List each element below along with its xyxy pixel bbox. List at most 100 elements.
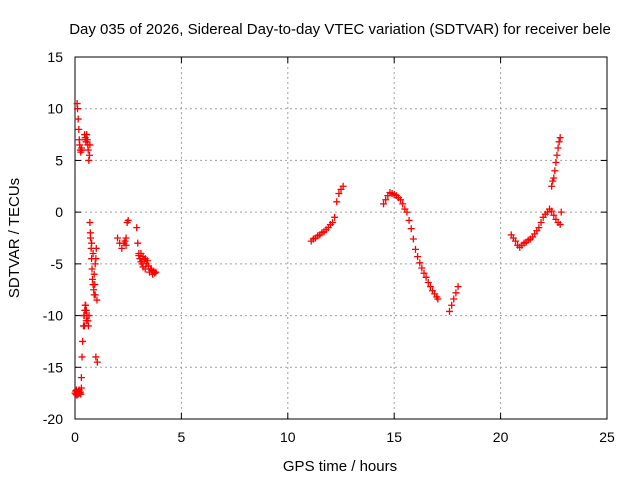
data-point [416, 259, 424, 267]
data-point [553, 151, 561, 159]
data-point [84, 146, 92, 154]
y-tick-label: 15 [47, 49, 63, 65]
y-tick-label: -15 [43, 359, 63, 375]
data-point [93, 358, 101, 366]
data-point [82, 317, 90, 325]
data-point [92, 244, 100, 252]
data-point [399, 200, 407, 208]
x-tick-label: 0 [71, 429, 79, 445]
data-point [418, 264, 426, 272]
data-point [335, 190, 343, 198]
data-point [414, 253, 422, 261]
data-point [331, 213, 339, 221]
data-point [339, 182, 347, 190]
data-point [550, 211, 558, 219]
data-points [71, 100, 565, 399]
data-point [88, 239, 96, 247]
y-axis-label: SDTVAR / TECUs [6, 178, 23, 298]
data-point [86, 229, 94, 237]
x-tick-label: 20 [493, 429, 509, 445]
data-point [422, 273, 430, 281]
data-point [74, 105, 82, 113]
data-point [450, 295, 458, 303]
data-point [426, 283, 434, 291]
data-point [411, 245, 419, 253]
data-point [141, 255, 149, 263]
data-point [80, 312, 88, 320]
data-point [79, 337, 87, 345]
data-point [554, 144, 562, 152]
data-point [122, 234, 130, 242]
data-point [409, 235, 417, 243]
data-point [74, 115, 82, 123]
data-point [550, 174, 558, 182]
data-point [78, 353, 86, 361]
data-point [77, 374, 85, 382]
data-point [137, 258, 145, 266]
data-point [424, 278, 432, 286]
data-point [92, 353, 100, 361]
data-point [139, 263, 147, 271]
data-point [75, 125, 83, 133]
data-point [93, 296, 101, 304]
y-tick-label: 5 [55, 152, 63, 168]
y-tick-label: -5 [51, 256, 64, 272]
x-tick-label: 25 [599, 429, 615, 445]
data-point [556, 134, 564, 142]
plot-frame [74, 56, 608, 420]
data-point [448, 301, 456, 309]
x-tick-label: 15 [386, 429, 402, 445]
data-point [118, 244, 126, 252]
data-point [124, 216, 132, 224]
data-point [77, 390, 85, 398]
data-point [548, 207, 556, 215]
y-tick-label: 0 [55, 204, 63, 220]
data-point [420, 269, 428, 277]
data-point [86, 218, 94, 226]
y-tick-label: -10 [43, 308, 63, 324]
data-point [549, 177, 557, 185]
data-point [405, 216, 413, 224]
data-point [122, 241, 130, 249]
data-point [328, 218, 336, 226]
data-point [434, 295, 442, 303]
chart-title: Day 035 of 2026, Sidereal Day-to-day VTE… [69, 21, 611, 38]
x-tick-label: 5 [178, 429, 186, 445]
data-point [454, 283, 462, 291]
grid-lines [75, 57, 607, 419]
data-point [382, 196, 390, 204]
data-point [535, 224, 543, 232]
data-point [114, 234, 122, 242]
data-point [557, 208, 565, 216]
data-point [91, 281, 99, 289]
y-tick-label: -20 [43, 411, 63, 427]
x-axis: 0 5 10 15 20 25 [71, 57, 615, 445]
data-point [134, 239, 142, 247]
data-point [77, 384, 85, 392]
data-point [86, 141, 94, 149]
data-point [89, 250, 97, 258]
data-point [537, 218, 545, 226]
data-point [81, 322, 89, 330]
data-point [551, 167, 559, 175]
data-point [152, 268, 160, 276]
x-axis-label: GPS time / hours [283, 458, 397, 475]
data-point [135, 252, 143, 260]
y-axis: -20 -15 -10 -5 0 5 10 15 [43, 49, 607, 427]
data-point [82, 306, 90, 314]
data-point [548, 182, 556, 190]
data-point [88, 265, 96, 273]
data-point [90, 270, 98, 278]
data-point [92, 255, 100, 263]
data-point [407, 225, 415, 233]
y-tick-label: 10 [47, 101, 63, 117]
x-tick-label: 10 [280, 429, 296, 445]
data-point [403, 208, 411, 216]
data-point [151, 269, 159, 277]
data-point [333, 198, 341, 206]
data-point [511, 237, 519, 245]
data-point [121, 237, 129, 245]
data-point [380, 200, 388, 208]
data-point [452, 289, 460, 297]
